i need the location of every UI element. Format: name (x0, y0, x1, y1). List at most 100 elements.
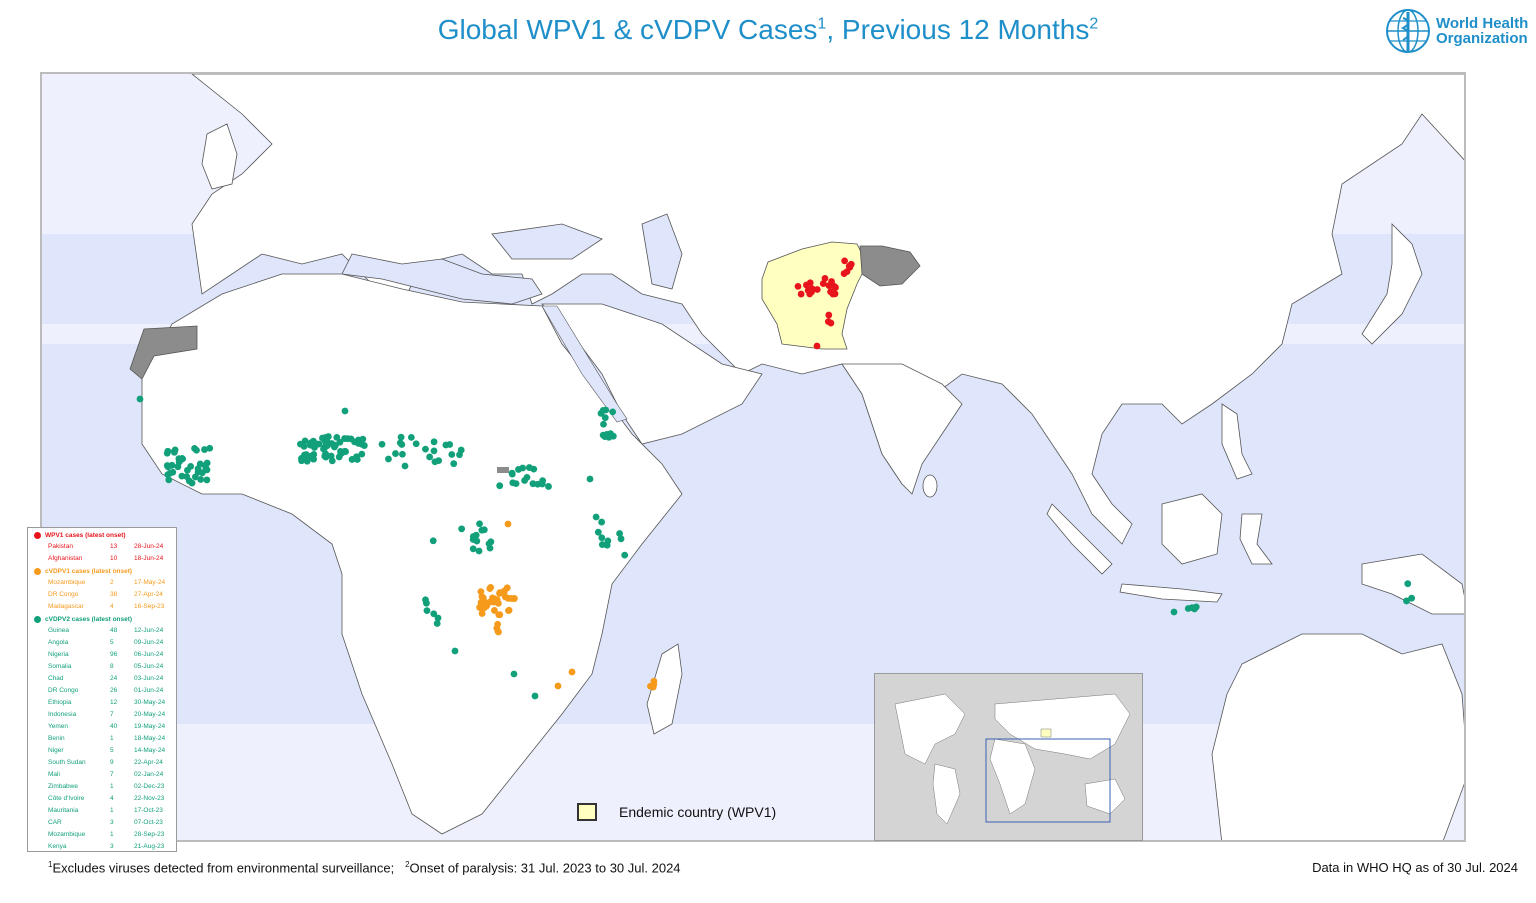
legend-country: Yemen (48, 723, 68, 730)
legend-count: 1 (110, 831, 114, 838)
legend-count: 1 (110, 783, 114, 790)
cvdpv2-case-marker (435, 457, 443, 465)
wpv1-case-marker (843, 268, 851, 276)
cvdpv2-case-marker (187, 462, 195, 470)
legend-count: 5 (110, 639, 114, 646)
legend-country: Somalia (48, 663, 72, 670)
title-footnote-2: 2 (1089, 15, 1099, 33)
legend-date: 06-Jun-24 (134, 651, 164, 658)
endemic-region-pakistan-afghanistan (761, 241, 868, 350)
inset-map-canvas (875, 674, 1142, 840)
cvdpv2-case-marker (168, 461, 176, 469)
legend-date: 20-May-24 (134, 711, 166, 718)
cvdpv1-case-marker (496, 611, 504, 619)
title-period: , Previous 12 Months (826, 14, 1090, 45)
legend-date: 05-Jun-24 (134, 663, 164, 670)
legend-count: 7 (110, 711, 114, 718)
legend-date: 30-May-24 (134, 699, 166, 706)
cvdpv2-case-marker (358, 450, 366, 458)
who-emblem-icon (1386, 9, 1430, 53)
cvdpv2-case-marker (407, 433, 415, 441)
legend-count: 3 (110, 819, 114, 826)
cvdpv2-case-marker (448, 451, 456, 458)
disputed-abyei (497, 467, 509, 473)
wpv1-case-marker (813, 342, 821, 350)
legend-country: Afghanistan (48, 555, 83, 562)
cvdpv2-case-marker (469, 545, 477, 553)
mediterranean-sea (341, 253, 543, 305)
cvdpv2-case-marker (359, 435, 367, 443)
legend-count: 1 (110, 735, 114, 742)
world-map (40, 72, 1466, 842)
cvdpv2-case-marker (512, 480, 520, 488)
legend-date: 28-Jun-24 (134, 543, 164, 550)
legend-wpv1-heading: WPV1 cases (latest onset) (34, 532, 126, 539)
cvdpv1-case-marker (494, 627, 502, 635)
title-main: Global WPV1 & cVDPV Cases (437, 14, 818, 45)
legend-country: Mozambique (48, 579, 86, 586)
legend-country: Kenya (48, 843, 67, 850)
legend-count: 2 (110, 579, 114, 586)
cvdpv2-case-marker (480, 526, 488, 534)
africa-landmass (141, 273, 683, 835)
inset-endemic-region (1040, 728, 1052, 738)
cvdpv1-case-marker (554, 682, 562, 690)
cvdpv2-case-marker (165, 476, 173, 484)
cvdpv2-case-marker (600, 420, 607, 428)
legend-row: DR Congo 26 01-Jun-24 (48, 687, 174, 697)
legend-row: Madagascar 4 16-Sep-23 (48, 603, 174, 613)
cvdpv2-case-marker (176, 457, 184, 464)
cvdpv2-case-marker (429, 537, 437, 545)
cvdpv2-case-marker (311, 444, 318, 451)
legend-country: Indonesia (48, 711, 77, 718)
legend-country: CAR (48, 819, 62, 826)
cvdpv2-case-marker (392, 450, 399, 457)
cvdpv2-case-marker (344, 435, 352, 443)
wpv1-case-marker (797, 290, 805, 298)
cvdpv2-case-marker (476, 520, 483, 528)
india-landmass (841, 363, 963, 495)
legend-row: South Sudan 9 22-Apr-24 (48, 759, 174, 769)
legend-date: 21-Aug-23 (134, 843, 165, 850)
sulawesi (1239, 513, 1273, 565)
legend-country: Nigeria (48, 651, 69, 658)
cvdpv2-case-marker (469, 533, 477, 540)
australia (1211, 633, 1464, 840)
british-isles (201, 123, 238, 190)
cvdpv2-case-marker (433, 620, 441, 627)
cvdpv2-case-marker (166, 469, 174, 477)
cvdpv2-case-marker (341, 407, 349, 415)
legend-count: 13 (110, 543, 118, 550)
cvdpv2-case-marker (398, 441, 406, 448)
legend-count: 96 (110, 651, 118, 658)
cvdpv2-case-marker (457, 446, 465, 454)
cvdpv2-case-marker (1408, 594, 1416, 602)
wpv1-case-marker (804, 287, 812, 294)
legend-country: Niger (48, 747, 64, 754)
wpv1-case-marker (821, 274, 829, 282)
legend-row: Côte d'Ivoire 4 22-Nov-23 (48, 795, 174, 805)
legend-date: 03-Jun-24 (134, 675, 164, 682)
cvdpv1-dot-icon (34, 568, 41, 575)
legend-country: Madagascar (48, 603, 84, 610)
cvdpv1-case-marker (649, 683, 657, 691)
cvdpv2-case-marker (1403, 597, 1410, 605)
cvdpv2-case-marker (197, 476, 205, 483)
legend-row: Yemen 40 19-May-24 (48, 723, 174, 733)
new-guinea (1361, 553, 1464, 615)
cvdpv2-case-marker (597, 409, 605, 417)
legend-country: Chad (48, 675, 64, 682)
cvdpv2-case-marker (170, 448, 178, 456)
legend-date: 22-Nov-23 (134, 795, 165, 802)
wpv1-dot-icon (34, 532, 41, 539)
cvdpv2-case-marker (327, 452, 335, 460)
legend-row: Nigeria 96 06-Jun-24 (48, 651, 174, 661)
cvdpv2-case-marker (201, 446, 208, 453)
legend-country: Angola (48, 639, 69, 646)
cvdpv1-case-marker (491, 607, 498, 614)
legend-count: 4 (110, 603, 114, 610)
legend-date: 12-Jun-24 (134, 627, 164, 634)
cvdpv2-case-marker (164, 447, 172, 455)
wpv1-case-marker (825, 282, 833, 290)
legend-cvdpv1-heading-text: cVDPV1 cases (latest onset) (45, 568, 133, 575)
